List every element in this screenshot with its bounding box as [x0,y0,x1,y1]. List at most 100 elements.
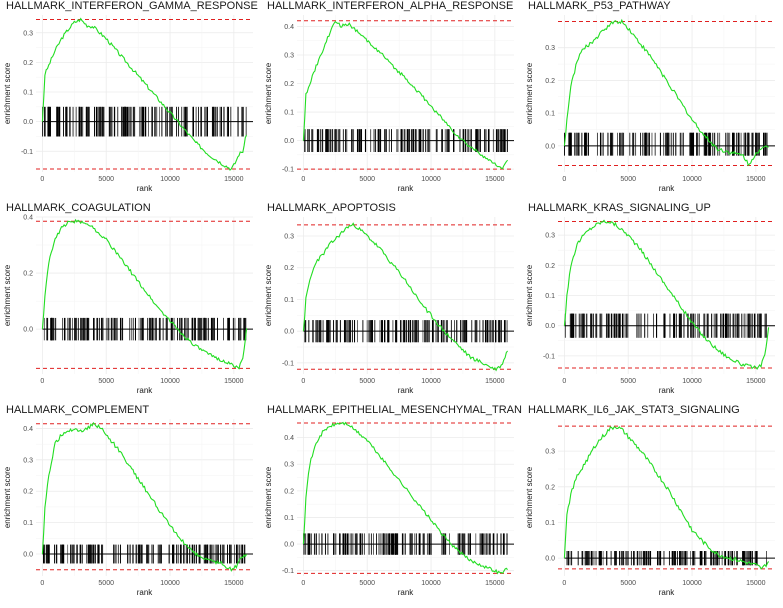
x-tick-label: 15000 [224,176,244,183]
y-axis-label: enrichment score [264,264,273,326]
y-axis-label: enrichment score [264,466,273,528]
x-tick-label: 10000 [160,378,180,385]
x-axis-label: rank [659,588,676,597]
gsea-panel: HALLMARK_INTERFERON_ALPHA_RESPONSE 0 5000 1… [264,0,514,193]
x-tick-label: 15000 [746,378,766,385]
x-tick-label: 0 [562,176,566,183]
y-tick-label: 0.0 [284,329,294,336]
y-tick-label: 0.1 [545,111,555,118]
panel-title: HALLMARK_COMPLEMENT [6,404,149,416]
x-tick-label: 5000 [98,378,114,385]
panel-title: HALLMARK_COAGULATION [6,202,151,214]
gsea-panel: HALLMARK_KRAS_SIGNALING_UP 0 5000 10000 1500… [525,202,775,395]
y-tick-label: 0.1 [284,515,294,522]
panel-title: HALLMARK_IL6_JAK_STAT3_SIGNALING [528,404,740,416]
y-axis-label: enrichment score [525,264,534,326]
enrichment-curve [41,17,248,171]
y-tick-label: 0.4 [23,426,33,433]
y-tick-label: 0.0 [545,143,555,150]
x-tick-label: 0 [301,378,305,385]
y-tick-label: 0.4 [284,24,294,31]
enrichment-curve [563,426,770,570]
y-axis-label: enrichment score [3,62,12,124]
x-tick-label: 5000 [359,176,375,183]
y-tick-label: 0.4 [284,435,294,442]
y-axis-label: enrichment score [525,62,534,124]
y-tick-label: 0.0 [284,138,294,145]
y-tick-label: 0.0 [23,552,33,559]
panel-title: HALLMARK_KRAS_SIGNALING_UP [528,202,711,214]
x-tick-label: 15000 [485,176,505,183]
y-tick-label: 0.2 [284,265,294,272]
y-tick-label: 0.3 [284,234,294,241]
x-tick-label: 10000 [682,176,702,183]
y-tick-label: 0.1 [284,110,294,117]
x-tick-label: 5000 [98,580,114,587]
gsea-panel: HALLMARK_INTERFERON_GAMMA_RESPONSE 0 5000 1… [3,0,258,193]
y-tick-label: 0.3 [23,457,33,464]
panel-title: HALLMARK_P53_PATHWAY [528,0,671,12]
x-tick-label: 5000 [359,580,375,587]
y-tick-label: 0.0 [23,119,33,126]
y-tick-label: 0.3 [284,462,294,469]
y-tick-label: 0.2 [545,78,555,85]
y-tick-label: 0.3 [284,52,294,59]
x-tick-label: 0 [301,580,305,587]
y-tick-label: -0.1 [282,568,294,575]
y-tick-label: 0.1 [545,520,555,527]
x-tick-label: 10000 [682,378,702,385]
enrichment-curve [302,421,508,575]
y-axis-label: enrichment score [264,62,273,124]
y-tick-label: -0.1 [282,360,294,367]
gsea-panel: HALLMARK_APOPTOSIS 0 5000 10000 15000 -0.1 0.0… [264,202,514,395]
x-axis-label: rank [137,588,154,597]
enrichment-curve [41,218,248,370]
y-tick-label: 0.4 [23,215,33,222]
y-tick-label: 0.1 [545,293,555,300]
x-tick-label: 10000 [421,580,441,587]
x-tick-label: 5000 [620,580,636,587]
y-tick-label: 0.3 [545,449,555,456]
y-tick-label: 0.3 [545,233,555,240]
y-tick-label: 0.1 [23,90,33,97]
x-tick-label: 0 [301,176,305,183]
x-tick-label: 0 [562,580,566,587]
x-tick-label: 10000 [160,580,180,587]
y-axis-label: enrichment score [3,264,12,326]
panel-title: HALLMARK_EPITHELIAL_MESENCHYMAL_TRANSITI… [267,404,522,416]
y-tick-label: 0.2 [23,60,33,67]
y-tick-label: 0.1 [284,297,294,304]
enrichment-curve [41,421,248,572]
x-axis-label: rank [659,184,676,193]
y-tick-label: 0.0 [545,323,555,330]
y-axis-label: enrichment score [3,466,12,528]
y-tick-label: 0.2 [284,488,294,495]
x-tick-label: 15000 [485,378,505,385]
y-tick-label: -0.1 [543,353,555,360]
x-axis-label: rank [398,184,415,193]
y-axis-label: enrichment score [525,466,534,528]
x-tick-label: 0 [40,176,44,183]
y-tick-label: 0.0 [23,327,33,334]
x-tick-label: 5000 [359,378,375,385]
enrichment-curve [563,219,770,370]
enrichment-curve [563,18,769,167]
x-axis-label: rank [137,184,154,193]
x-tick-label: 10000 [421,176,441,183]
y-tick-label: 0.2 [545,263,555,270]
x-tick-label: 10000 [421,378,441,385]
x-tick-label: 0 [562,378,566,385]
enrichment-curve [302,20,509,170]
y-tick-label: -0.1 [282,167,294,174]
enrichment-curve [302,222,509,372]
panel-title: HALLMARK_APOPTOSIS [267,202,396,214]
gsea-panel: HALLMARK_COMPLEMENT 0 5000 10000 15000 0.0 0.1… [3,404,253,597]
y-tick-label: 0.2 [545,484,555,491]
x-tick-label: 15000 [485,580,505,587]
x-tick-label: 0 [40,580,44,587]
x-tick-label: 15000 [746,580,766,587]
x-tick-label: 5000 [620,176,636,183]
gsea-panel: HALLMARK_COAGULATION 0 5000 10000 15000 0.0 0.… [3,202,253,395]
x-tick-label: 5000 [98,176,114,183]
